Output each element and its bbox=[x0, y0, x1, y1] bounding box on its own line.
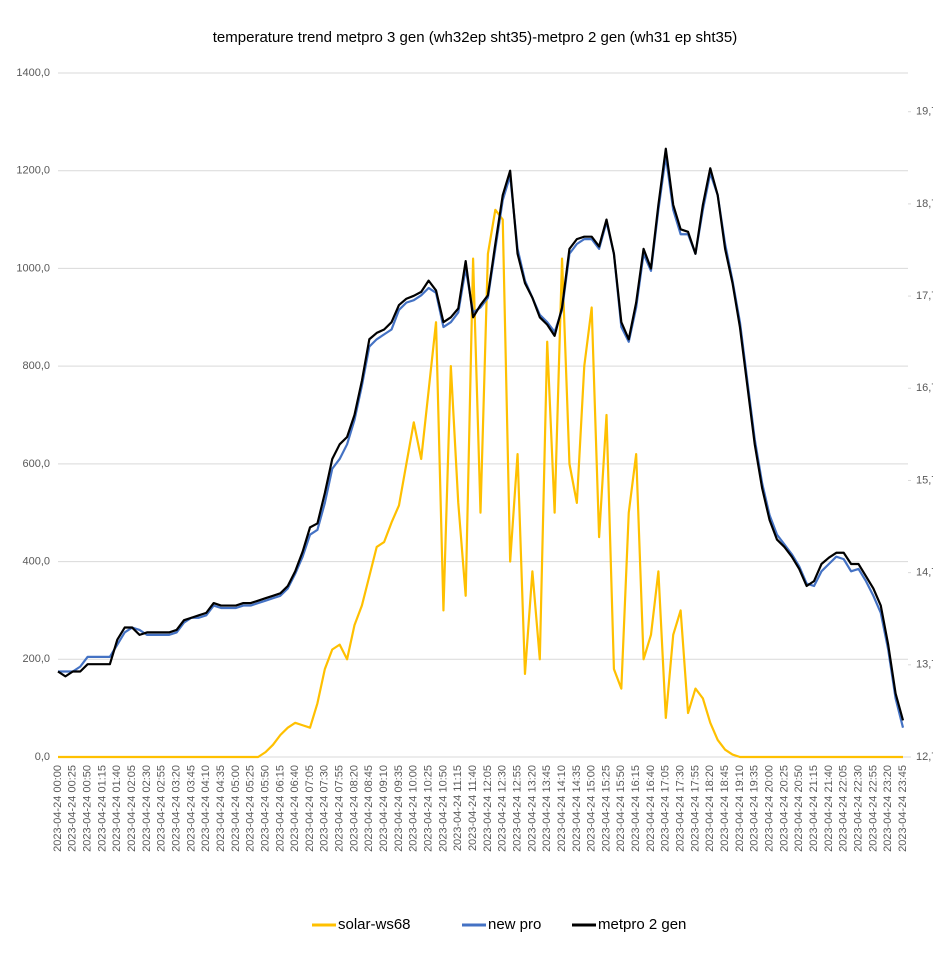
x-tick-label: 2023-04-24 21:15 bbox=[808, 765, 820, 852]
x-tick-label: 2023-04-24 05:00 bbox=[230, 765, 242, 852]
y-tick-label: 1000,0 bbox=[16, 262, 50, 274]
x-tick-label: 2023-04-24 21:40 bbox=[823, 765, 835, 852]
x-tick-label: 2023-04-24 09:35 bbox=[393, 765, 405, 852]
x-tick-label: 2023-04-24 00:00 bbox=[52, 765, 64, 852]
series-line bbox=[58, 154, 905, 728]
x-tick-label: 2023-04-24 08:45 bbox=[363, 765, 375, 852]
x-tick-label: 2023-04-24 13:45 bbox=[541, 765, 553, 852]
x-tick-label: 2023-04-24 00:50 bbox=[82, 765, 94, 852]
y2-tick-label: 15,7 bbox=[916, 474, 933, 486]
x-tick-label: 2023-04-24 15:25 bbox=[600, 765, 612, 852]
x-tick-label: 2023-04-24 20:25 bbox=[778, 765, 790, 852]
x-tick-label: 2023-04-24 19:10 bbox=[734, 765, 746, 852]
y2-tick-label: 14,7 bbox=[916, 567, 933, 579]
x-tick-label: 2023-04-24 20:00 bbox=[763, 765, 775, 852]
x-tick-label: 2023-04-24 15:00 bbox=[586, 765, 598, 852]
x-tick-label: 2023-04-24 01:15 bbox=[96, 765, 108, 852]
x-tick-label: 2023-04-24 07:05 bbox=[304, 765, 316, 852]
x-tick-label: 2023-04-24 05:50 bbox=[259, 765, 271, 852]
y2-tick-label: 18,7 bbox=[916, 198, 933, 210]
y-tick-label: 600,0 bbox=[22, 458, 50, 470]
chart-title: temperature trend metpro 3 gen (wh32ep s… bbox=[213, 29, 737, 46]
x-tick-label: 2023-04-24 20:50 bbox=[793, 765, 805, 852]
series-line bbox=[58, 208, 903, 759]
x-tick-label: 2023-04-24 06:40 bbox=[289, 765, 301, 852]
x-tick-label: 2023-04-24 08:20 bbox=[348, 765, 360, 852]
x-tick-label: 2023-04-24 07:55 bbox=[334, 765, 346, 852]
y-tick-label: 1400,0 bbox=[16, 67, 50, 79]
x-tick-label: 2023-04-24 01:40 bbox=[111, 765, 123, 852]
x-tick-label: 2023-04-24 05:25 bbox=[245, 765, 257, 852]
x-tick-label: 2023-04-24 18:20 bbox=[704, 765, 716, 852]
x-tick-label: 2023-04-24 17:55 bbox=[689, 765, 701, 852]
x-tick-label: 2023-04-24 19:35 bbox=[749, 765, 761, 852]
y-tick-label: 800,0 bbox=[22, 360, 50, 372]
x-tick-label: 2023-04-24 12:30 bbox=[497, 765, 509, 852]
y-tick-label: 0,0 bbox=[35, 751, 50, 763]
x-tick-label: 2023-04-24 16:40 bbox=[645, 765, 657, 852]
x-tick-label: 2023-04-24 04:35 bbox=[215, 765, 227, 852]
x-tick-label: 2023-04-24 11:15 bbox=[452, 765, 464, 851]
x-tick-label: 2023-04-24 03:45 bbox=[185, 765, 197, 852]
x-tick-label: 2023-04-24 11:40 bbox=[467, 765, 479, 851]
y2-tick-label: 16,7 bbox=[916, 382, 933, 394]
x-tick-label: 2023-04-24 02:30 bbox=[141, 765, 153, 852]
x-tick-label: 2023-04-24 17:05 bbox=[660, 765, 672, 852]
x-tick-label: 2023-04-24 04:10 bbox=[200, 765, 212, 852]
x-tick-label: 2023-04-24 09:10 bbox=[378, 765, 390, 852]
series-line bbox=[57, 147, 905, 721]
x-tick-label: 2023-04-24 03:20 bbox=[171, 765, 183, 852]
x-tick-label: 2023-04-24 23:45 bbox=[897, 765, 909, 852]
x-tick-label: 2023-04-24 13:20 bbox=[526, 765, 538, 852]
x-tick-label: 2023-04-24 22:55 bbox=[867, 765, 879, 852]
x-tick-label: 2023-04-24 06:15 bbox=[274, 765, 286, 852]
x-tick-label: 2023-04-24 22:30 bbox=[852, 765, 864, 852]
y-tick-label: 1200,0 bbox=[16, 165, 50, 177]
legend-label: new pro bbox=[488, 916, 541, 933]
x-tick-label: 2023-04-24 12:05 bbox=[482, 765, 494, 852]
legend-label: metpro 2 gen bbox=[598, 916, 686, 933]
x-tick-label: 2023-04-24 07:30 bbox=[319, 765, 331, 852]
y-tick-label: 400,0 bbox=[22, 555, 50, 567]
x-tick-label: 2023-04-24 22:05 bbox=[838, 765, 850, 852]
y2-tick-label: 19,7 bbox=[916, 106, 933, 118]
x-tick-label: 2023-04-24 14:35 bbox=[571, 765, 583, 852]
x-tick-label: 2023-04-24 00:25 bbox=[67, 765, 79, 852]
y2-tick-label: 12,7 bbox=[916, 751, 933, 763]
x-tick-label: 2023-04-24 17:30 bbox=[675, 765, 687, 852]
x-tick-label: 2023-04-24 23:20 bbox=[882, 765, 894, 852]
x-tick-label: 2023-04-24 14:10 bbox=[556, 765, 568, 852]
x-tick-label: 2023-04-24 16:15 bbox=[630, 765, 642, 852]
x-tick-label: 2023-04-24 15:50 bbox=[615, 765, 627, 852]
x-tick-label: 2023-04-24 12:55 bbox=[511, 765, 523, 852]
y2-tick-label: 13,7 bbox=[916, 659, 933, 671]
x-tick-label: 2023-04-24 02:05 bbox=[126, 765, 138, 852]
x-tick-label: 2023-04-24 02:55 bbox=[156, 765, 168, 852]
x-tick-label: 2023-04-24 10:25 bbox=[423, 765, 435, 852]
x-tick-label: 2023-04-24 18:45 bbox=[719, 765, 731, 852]
y-tick-label: 200,0 bbox=[22, 653, 50, 665]
legend-label: solar-ws68 bbox=[338, 916, 411, 933]
x-tick-label: 2023-04-24 10:50 bbox=[437, 765, 449, 852]
x-tick-label: 2023-04-24 10:00 bbox=[408, 765, 420, 852]
y2-tick-label: 17,7 bbox=[916, 290, 933, 302]
